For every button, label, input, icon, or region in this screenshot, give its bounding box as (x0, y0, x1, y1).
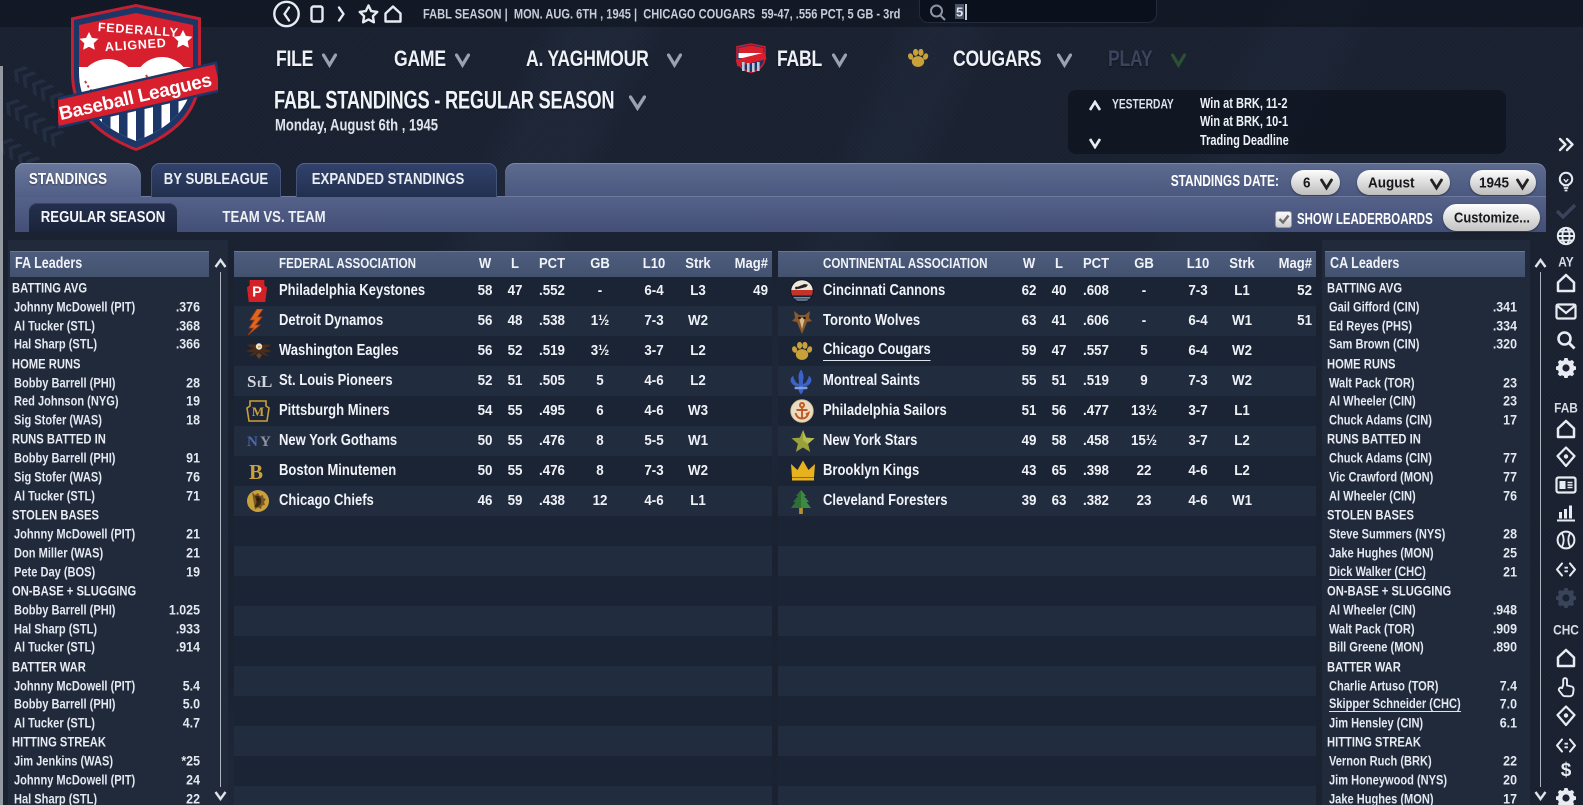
svg-text:Y: Y (260, 434, 271, 450)
svg-text:L: L (261, 372, 272, 391)
svg-text:$: $ (1561, 760, 1572, 781)
svg-text:FEDERALLY: FEDERALLY (97, 20, 179, 40)
svg-text:ALIGNED: ALIGNED (104, 36, 167, 54)
svg-text:M: M (252, 404, 264, 419)
svg-text:N: N (247, 434, 258, 450)
svg-text:S: S (247, 372, 256, 391)
svg-text:P: P (252, 285, 262, 301)
svg-text:t: t (257, 376, 261, 390)
svg-text:B: B (249, 460, 263, 483)
